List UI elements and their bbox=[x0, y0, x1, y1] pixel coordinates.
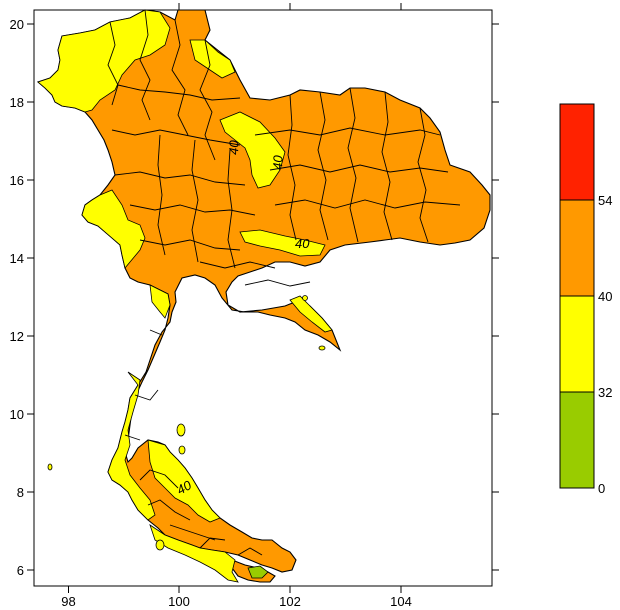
province-boundary bbox=[191, 139, 199, 263]
y-tick-14: 14 bbox=[10, 251, 24, 266]
province-boundary bbox=[274, 199, 461, 209]
legend-bin-0-32 bbox=[559, 391, 595, 489]
y-tick-18: 18 bbox=[10, 95, 24, 110]
province-boundary bbox=[107, 21, 119, 106]
y-axis: 6 8 10 12 14 16 18 20 bbox=[10, 17, 499, 578]
x-tick-104: 104 bbox=[390, 594, 412, 609]
x-tick-100: 100 bbox=[168, 594, 190, 609]
x-axis: 98 100 102 104 bbox=[61, 3, 412, 609]
province-boundary bbox=[134, 389, 159, 401]
province-boundary bbox=[227, 149, 236, 269]
y-tick-12: 12 bbox=[10, 329, 24, 344]
island bbox=[318, 345, 326, 351]
yellow-zone-deep-south bbox=[149, 524, 239, 583]
yellow-zone-peninsula-south bbox=[147, 439, 221, 523]
islands bbox=[47, 295, 326, 551]
yellow-zones bbox=[37, 9, 333, 583]
contour-label-3: 40 bbox=[295, 236, 310, 251]
yellow-zone-central-band bbox=[239, 229, 326, 257]
y-tick-10: 10 bbox=[10, 407, 24, 422]
legend-tick-32: 32 bbox=[598, 385, 612, 400]
y-tick-16: 16 bbox=[10, 173, 24, 188]
province-boundary bbox=[269, 164, 449, 173]
legend-tick-40: 40 bbox=[598, 289, 612, 304]
island bbox=[47, 463, 53, 471]
x-tick-98: 98 bbox=[61, 594, 75, 609]
province-boundaries bbox=[107, 9, 461, 556]
province-boundary bbox=[254, 127, 441, 136]
yellow-zone-west bbox=[81, 189, 146, 269]
province-boundary bbox=[347, 87, 359, 243]
province-boundary bbox=[381, 91, 393, 241]
province-boundary bbox=[139, 469, 179, 489]
legend-colorbar: 54 40 32 0 bbox=[559, 103, 612, 496]
island bbox=[176, 423, 186, 437]
province-boundary bbox=[117, 84, 241, 101]
province-boundary bbox=[157, 134, 166, 256]
legend-bin-32-40 bbox=[559, 295, 595, 393]
legend-bin-40-54 bbox=[559, 199, 595, 297]
province-boundary bbox=[139, 9, 151, 121]
province-boundary bbox=[199, 261, 276, 269]
green-zone bbox=[247, 565, 269, 579]
yellow-zone-peninsula-west bbox=[107, 371, 156, 521]
legend-tick-0: 0 bbox=[598, 481, 605, 496]
province-boundary bbox=[129, 204, 256, 216]
province-boundary bbox=[244, 279, 311, 287]
yellow-zone-central-north bbox=[219, 111, 286, 189]
island bbox=[155, 539, 165, 551]
province-boundary bbox=[317, 91, 329, 241]
yellow-zone-north bbox=[189, 39, 236, 79]
legend-tick-54: 54 bbox=[598, 193, 612, 208]
province-boundary bbox=[139, 239, 241, 251]
province-boundary bbox=[417, 107, 429, 243]
y-tick-6: 6 bbox=[17, 563, 24, 578]
yellow-zone-northwest bbox=[37, 9, 171, 113]
province-boundary bbox=[147, 499, 191, 521]
island bbox=[302, 295, 308, 301]
island bbox=[178, 445, 186, 455]
province-boundary bbox=[149, 329, 163, 336]
province-boundary bbox=[237, 547, 263, 556]
x-tick-102: 102 bbox=[279, 594, 301, 609]
yellow-zone-gulf-west bbox=[149, 284, 171, 319]
province-boundary bbox=[114, 171, 246, 186]
province-boundary bbox=[171, 19, 189, 136]
contour-label-2: 40 bbox=[270, 154, 286, 170]
province-boundary bbox=[169, 524, 216, 541]
contour-label-1: 40 bbox=[226, 139, 242, 155]
province-boundary bbox=[287, 94, 297, 241]
province-boundary bbox=[111, 129, 241, 146]
y-tick-20: 20 bbox=[10, 17, 24, 32]
province-boundary bbox=[124, 434, 141, 441]
legend-bin-54-plus bbox=[559, 103, 595, 201]
province-boundary bbox=[199, 537, 226, 549]
y-tick-8: 8 bbox=[17, 485, 24, 500]
